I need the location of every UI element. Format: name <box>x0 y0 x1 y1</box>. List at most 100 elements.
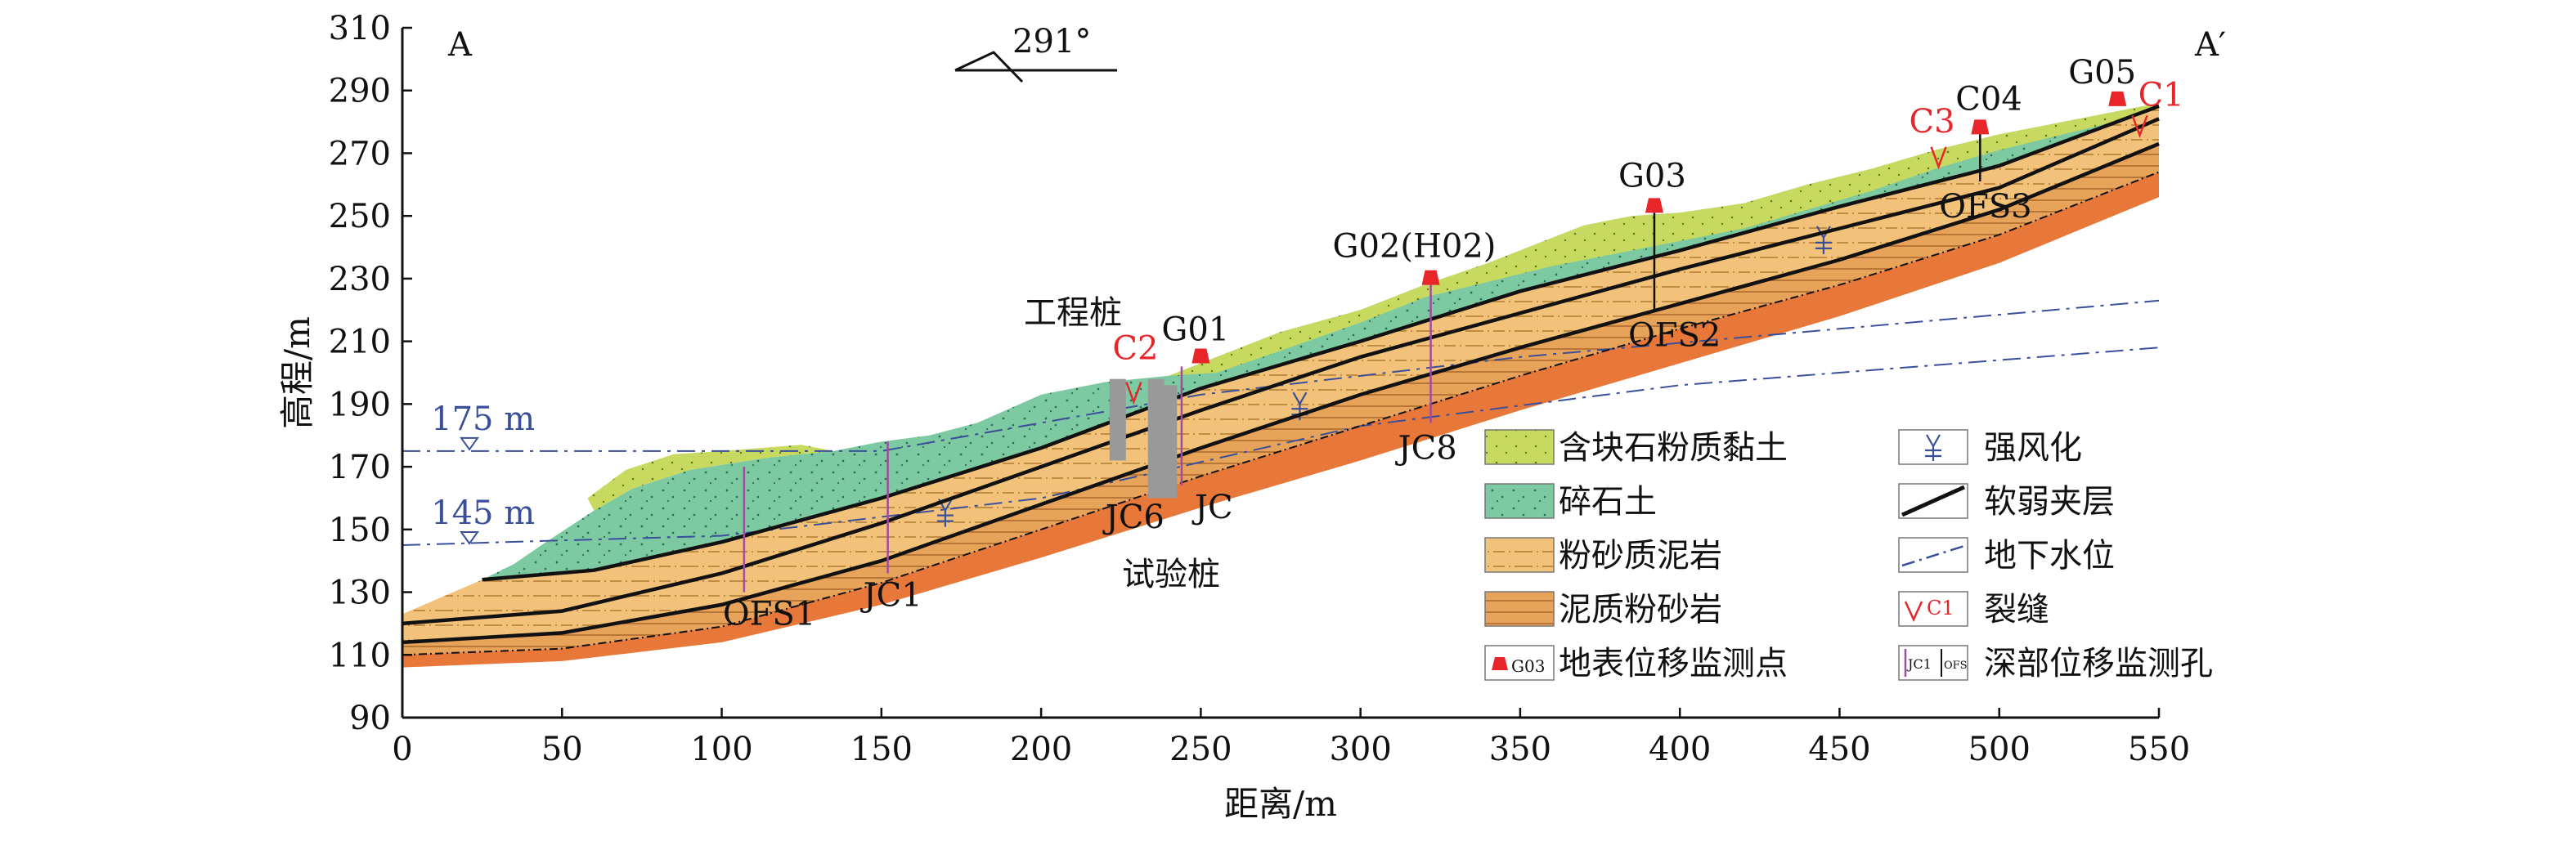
section-end-label: A′ <box>2194 26 2226 64</box>
legend-swatch-gravel <box>1484 483 1555 519</box>
x-tick-label: 0 <box>392 731 412 768</box>
water-level-icon <box>460 531 479 545</box>
y-tick-label: 270 <box>329 135 391 172</box>
surface-monitor-icon <box>1192 348 1210 364</box>
x-tick-label: 50 <box>541 731 583 768</box>
x-tick-label: 500 <box>1968 731 2031 768</box>
surface-point-label: G01 <box>1161 311 1229 348</box>
x-tick-label: 300 <box>1329 731 1391 768</box>
crack-label: C2 <box>1112 330 1158 368</box>
x-tick-label: 100 <box>690 731 752 768</box>
y-tick-label: 150 <box>329 512 391 549</box>
groundwater-lines: 175 m 145 m <box>402 226 2160 546</box>
legend-swatch-clay <box>1484 429 1555 465</box>
crack-icon <box>2131 114 2148 138</box>
legend-surface-monitor-sample: G03 <box>1511 656 1545 676</box>
legend-label-mudstone: 粉砂质泥岩 <box>1559 537 1722 575</box>
borehole-label: OFS3 <box>1939 188 2031 226</box>
surface-monitor-icon <box>2108 91 2127 106</box>
y-tick-label: 190 <box>329 386 391 423</box>
water-level-icon <box>460 436 479 451</box>
engineering-pile-label: 工程桩 <box>1024 294 1122 332</box>
legend-swatch-mudstone <box>1484 537 1555 573</box>
crack-label: C1 <box>2138 76 2184 114</box>
x-tick-label: 350 <box>1489 731 1551 768</box>
surface-point-label: G02(H02) <box>1333 228 1497 266</box>
y-tick-label: 250 <box>329 198 391 235</box>
groundwater-line <box>402 299 2160 452</box>
legend-deep-monitor-sample-a: JC1 <box>1906 656 1932 672</box>
legend-label-weak-layer: 软弱夹层 <box>1984 483 2115 521</box>
borehole-label: OFS2 <box>1628 316 1721 354</box>
surface-point-label: G05 <box>2068 54 2136 92</box>
weak-interlayers <box>402 104 2160 656</box>
legend-label-clay: 含块石粉质黏土 <box>1559 429 1788 467</box>
azimuth-indicator: 291° <box>954 23 1117 83</box>
surface-monitor-icon <box>1645 198 1663 213</box>
axes: 90 110 130 150 170 190 210 230 250 270 290 310 0 50 10… <box>277 10 2190 824</box>
legend-label-surface-monitor: 地表位移监测点 <box>1559 645 1788 682</box>
surface-point-label: C04 <box>1955 80 2022 118</box>
crack-icon <box>1125 382 1142 405</box>
legend-label-groundwater: 地下水位 <box>1984 537 2115 575</box>
water-level-label: 145 m <box>431 494 535 532</box>
test-pile-label: 试验桩 <box>1122 556 1220 593</box>
weak-layer-3 <box>402 141 2160 645</box>
y-tick-label: 210 <box>329 324 391 361</box>
section-start-label: A <box>447 26 473 64</box>
weak-layer-4 <box>402 171 2160 656</box>
borehole-label: OFS1 <box>723 596 815 633</box>
y-tick-label: 130 <box>329 575 391 612</box>
legend-deep-monitor-sample-b: OFS <box>1944 660 1968 672</box>
y-tick-label: 310 <box>329 10 391 47</box>
crack-label: C3 <box>1910 103 1955 141</box>
y-tick-label: 290 <box>329 73 391 110</box>
x-tick-label: 250 <box>1169 731 1232 768</box>
surface-monitor-icon <box>1421 270 1440 285</box>
legend-weathering-icon <box>1925 434 1941 461</box>
crack-icon <box>1930 146 1947 170</box>
surface-point-label: G03 <box>1618 157 1686 195</box>
y-tick-label: 230 <box>329 261 391 298</box>
borehole-label: JC <box>1192 489 1233 526</box>
x-tick-label: 150 <box>850 731 913 768</box>
y-tick-label: 90 <box>349 700 391 737</box>
legend-crack-sample: C1 <box>1927 597 1954 620</box>
engineering-pile <box>1109 378 1126 461</box>
legend-label-weathering: 强风化 <box>1984 429 2082 467</box>
x-tick-label: 200 <box>1010 731 1072 768</box>
test-pile <box>1160 385 1178 499</box>
legend-groundwater-icon <box>1901 544 1965 567</box>
legend-crack-icon <box>1904 601 1923 623</box>
y-axis-title: 高程/m <box>277 316 317 429</box>
stratum-clay-upper <box>1169 103 2159 376</box>
x-axis-title: 距离/m <box>1224 784 1337 824</box>
test-pile <box>1147 378 1165 499</box>
azimuth-label: 291° <box>1012 23 1091 60</box>
x-tick-label: 400 <box>1649 731 1711 768</box>
legend-swatch-crack <box>1898 591 1968 627</box>
water-level-label: 175 m <box>431 400 535 438</box>
legend-swatch-deep-monitor <box>1898 645 1968 681</box>
surface-monitor-icon <box>1971 119 1990 135</box>
legend-label-deep-monitor: 深部位移监测孔 <box>1984 645 2213 682</box>
legend: 含块石粉质黏土 碎石土 粉砂质泥岩 泥质粉砂岩 G03 地表位移监测点 强风化 … <box>1484 429 2213 682</box>
x-tick-label: 550 <box>2128 731 2190 768</box>
borehole-label: JC1 <box>860 577 922 615</box>
legend-label-gravel: 碎石土 <box>1559 483 1657 521</box>
legend-weak-layer-icon <box>1901 485 1966 517</box>
borehole-label: JC6 <box>1102 499 1165 536</box>
y-tick-label: 110 <box>329 637 391 674</box>
weak-layer-2 <box>402 117 2160 626</box>
y-tick-label: 170 <box>329 449 391 486</box>
weak-layer-1 <box>482 104 2160 582</box>
stratum-clay-lower <box>587 445 834 511</box>
legend-label-siltstone: 泥质粉砂岩 <box>1559 591 1722 629</box>
legend-swatch-siltstone <box>1484 591 1555 627</box>
groundwater-line <box>402 347 2160 546</box>
legend-label-crack: 裂缝 <box>1984 591 2049 629</box>
x-tick-label: 450 <box>1808 731 1870 768</box>
